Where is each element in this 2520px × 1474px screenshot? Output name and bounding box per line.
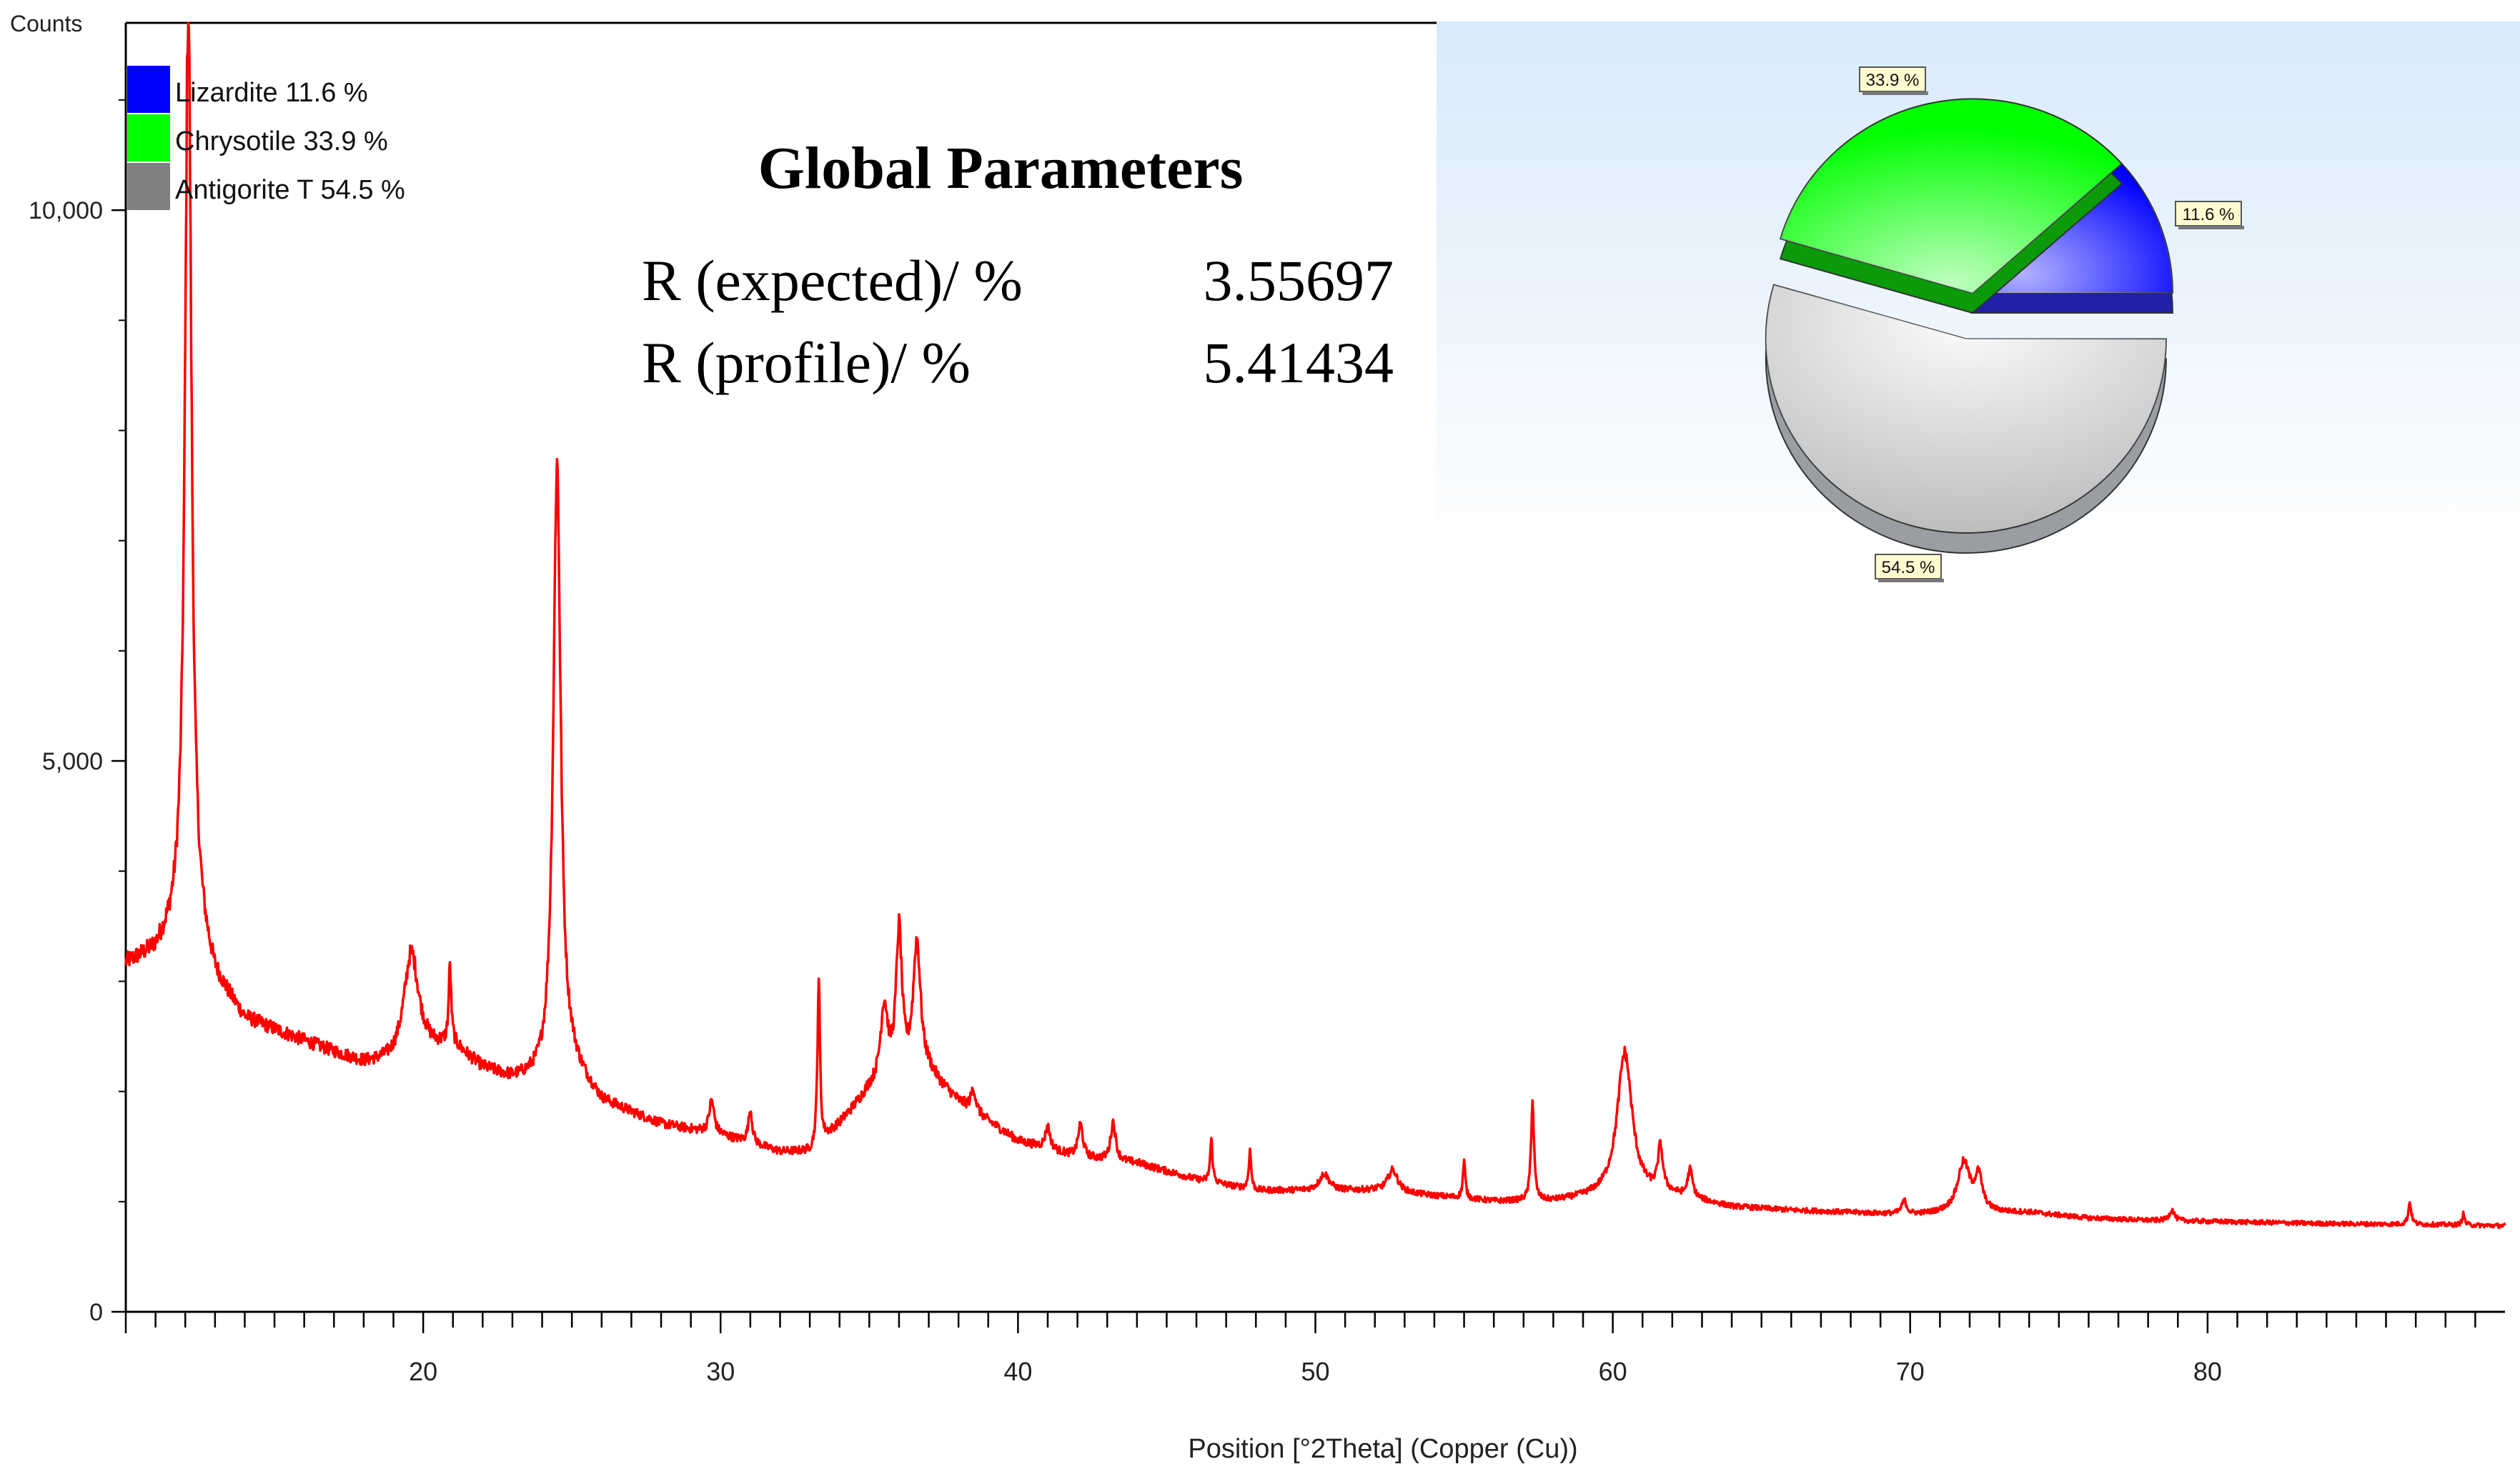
legend-swatch-chrysotile [127,114,170,161]
pie-label-shadow [1878,579,1944,582]
pie-label-text: 54.5 % [1882,558,1935,577]
legend-label-antigorite: Antigorite T 54.5 % [175,175,405,205]
y-tick-label: 0 [89,1299,103,1326]
x-axis-title: Position [°2Theta] (Copper (Cu)) [1188,1434,1577,1464]
x-tick-label: 50 [1301,1357,1329,1386]
x-tick-label: 70 [1896,1357,1925,1386]
pie-label-shadow [1862,91,1928,95]
pie-slice-label: 33.9 % [1859,66,1928,95]
pie-label-text: 11.6 % [2183,205,2235,224]
legend-label-chrysotile: Chrysotile 33.9 % [175,126,388,156]
global-parameters-title: Global Parameters [758,135,1244,201]
pie-label-text: 33.9 % [1866,71,1920,90]
y-tick-label: 10,000 [29,197,103,224]
param-value-r-expected: 3.55697 [1204,248,1394,313]
pie-label-box [1859,66,1926,92]
diffraction-pattern-line [124,21,2506,1230]
y-tick-label: 5,000 [42,748,103,775]
pie-slice-label: 11.6 % [2175,201,2244,229]
x-tick-label: 20 [409,1357,437,1386]
global-parameters: Global Parameters R (expected)/ % 3.5569… [642,135,1394,395]
x-axis-ticks: 20 30 40 50 60 70 80 [124,1312,2476,1386]
phase-pie-chart: 11.6 % 33.9 % 54.5 % [1765,66,2244,582]
legend-label-lizardite: Lizardite 11.6 % [175,78,368,108]
legend: Lizardite 11.6 % Chrysotile 33.9 % Antig… [127,66,405,210]
pie-slice-highlight [1780,99,2122,293]
param-label-r-expected: R (expected)/ % [642,248,1023,313]
pie-label-box [2175,201,2242,226]
legend-swatch-lizardite [127,66,170,113]
param-label-r-profile: R (profile)/ % [642,330,971,395]
legend-swatch-antigorite [127,163,170,210]
pie-label-shadow [2178,226,2244,229]
pie-slice-highlight [1765,284,2166,533]
x-tick-label: 60 [1599,1357,1627,1386]
param-value-r-profile: 5.41434 [1204,330,1394,395]
y-axis-title: Counts [10,11,82,36]
x-tick-label: 80 [2193,1357,2222,1386]
y-axis-ticks: 0 5,000 10,000 [29,99,126,1326]
x-tick-label: 40 [1003,1357,1032,1386]
pie-slice-label: 54.5 % [1875,554,1944,582]
x-tick-label: 30 [706,1357,735,1386]
